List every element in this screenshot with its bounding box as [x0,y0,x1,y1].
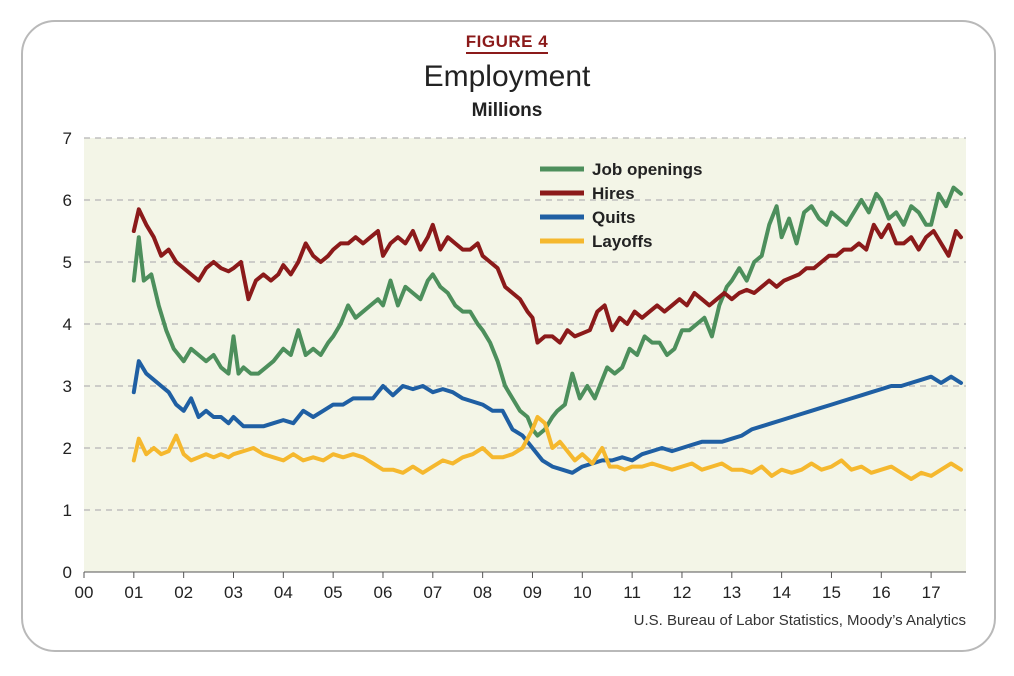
x-tick-label: 03 [224,583,243,602]
x-tick-label: 04 [274,583,293,602]
y-tick-label: 1 [63,501,72,520]
chart-title: Employment [423,60,591,93]
x-tick-label: 01 [124,583,143,602]
legend: Job openings Hires Quits Layoffs [540,160,703,251]
figure-label: FIGURE 4 [0,32,1014,54]
legend-label: Hires [592,184,635,203]
legend-label: Layoffs [592,232,652,251]
series-line-layoffs [131,415,963,481]
y-tick-label: 6 [63,191,72,210]
legend-label: Job openings [592,160,703,179]
y-tick-label: 5 [63,253,72,272]
x-tick-label: 08 [473,583,492,602]
x-tick-label: 00 [75,583,94,602]
y-axis-ticks: 0 1 2 3 4 5 6 7 [63,129,72,582]
chart-subtitle: Millions [471,100,543,121]
plot-background [84,138,966,572]
figure-label-text: FIGURE 4 [465,32,549,54]
x-tick-label: 09 [523,583,542,602]
x-tick-label: 02 [174,583,193,602]
x-tick-label: 16 [872,583,891,602]
x-tick-label: 17 [922,583,941,602]
legend-label: Quits [592,208,635,227]
x-tick-label: 05 [324,583,343,602]
x-tick-label: 13 [722,583,741,602]
x-tick-label: 07 [423,583,442,602]
x-tick-label: 06 [374,583,393,602]
series-lines [131,185,963,481]
y-tick-label: 4 [63,315,72,334]
x-tick-label: 11 [623,583,641,602]
series-line-hires [131,207,963,345]
y-tick-label: 2 [63,439,72,458]
gridlines [84,137,966,573]
x-tick-label: 10 [573,583,592,602]
source-note: U.S. Bureau of Labor Statistics, Moody’s… [633,612,966,629]
y-tick-label: 3 [63,377,72,396]
plot-area [84,138,966,572]
y-tick-label: 7 [63,129,72,148]
y-tick-label: 0 [63,563,72,582]
x-tick-label: 12 [673,583,692,602]
x-tick-label: 15 [822,583,841,602]
x-tick-label: 14 [772,583,791,602]
x-axis-ticks: 00 01 02 03 04 05 06 07 08 09 10 11 12 13 14 15 16 17 [75,572,941,602]
